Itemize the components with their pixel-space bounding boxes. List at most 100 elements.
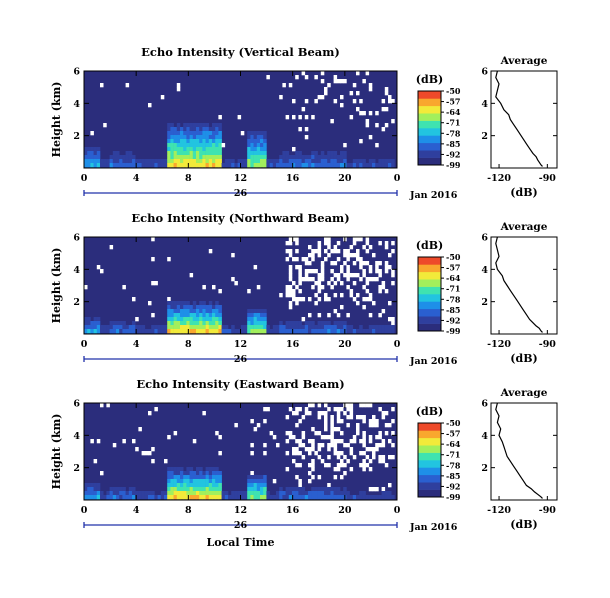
gap-cell	[388, 423, 392, 428]
heatmap-cell	[343, 325, 347, 330]
heatmap-cell	[122, 495, 126, 500]
heatmap-cell	[256, 309, 261, 314]
heatmap-cell	[160, 491, 165, 496]
colorbar-tick-label: -85	[446, 471, 460, 481]
colorbar-tick-label: -92	[446, 481, 460, 491]
gap-cell	[340, 451, 344, 456]
heatmap-cell	[119, 321, 123, 326]
gap-cell	[311, 249, 315, 254]
heatmap-cell	[170, 479, 174, 484]
gap-cell	[349, 253, 354, 258]
heatmap-cell	[362, 491, 366, 496]
gap-cell	[317, 297, 322, 302]
average-x-label: (dB)	[510, 186, 537, 199]
heatmap-cell	[128, 163, 133, 168]
heatmap-cell	[176, 313, 181, 318]
x-tick-label: 0	[394, 173, 401, 184]
gap-cell	[375, 277, 379, 282]
colorbar-swatch	[418, 135, 441, 144]
heatmap-cell	[141, 163, 146, 168]
heatmap-cell	[343, 155, 347, 160]
heatmap-cell	[84, 321, 88, 326]
gap-cell	[388, 317, 392, 322]
heatmap-cell	[215, 305, 219, 310]
gap-cell	[304, 75, 309, 80]
gap-cell	[298, 265, 302, 270]
date-label: Jan 2016	[409, 356, 458, 367]
gap-cell	[375, 447, 379, 452]
heatmap-cell	[247, 483, 251, 488]
gap-cell	[378, 241, 382, 246]
heatmap-cell	[391, 163, 395, 168]
gap-cell	[349, 411, 354, 416]
heatmap-cell	[212, 479, 216, 484]
gap-cell	[295, 463, 299, 468]
gap-cell	[384, 107, 389, 112]
gap-cell	[368, 297, 373, 302]
gap-cell	[372, 419, 376, 424]
heatmap-cell	[250, 491, 254, 496]
gap-cell	[285, 257, 290, 262]
gap-cell	[122, 285, 126, 290]
gap-cell	[320, 443, 325, 448]
gap-cell	[336, 463, 341, 468]
heatmap-cell	[196, 123, 200, 128]
heatmap-cell	[292, 495, 296, 500]
heatmap-cell	[324, 321, 328, 326]
heatmap-cell	[180, 491, 184, 496]
heatmap-cell	[202, 123, 206, 128]
heatmap-cell	[192, 143, 197, 148]
gap-cell	[288, 241, 293, 246]
heatmap-cell	[93, 495, 98, 500]
heatmap-cell	[212, 475, 216, 480]
gap-cell	[308, 313, 312, 318]
heatmap-cell	[125, 155, 130, 160]
heatmap-cell	[205, 151, 210, 156]
heatmap-cell	[320, 487, 325, 492]
heatmap-cell	[253, 483, 258, 488]
heatmap-cell	[346, 325, 350, 330]
heatmap-cell	[100, 159, 104, 164]
heatmap-cell	[196, 313, 200, 318]
heatmap-cell	[173, 475, 178, 480]
heatmap-cell	[180, 475, 184, 480]
heatmap-cell	[327, 155, 331, 160]
heatmap-cell	[199, 479, 203, 484]
gap-cell	[167, 257, 171, 262]
gap-cell	[352, 439, 357, 444]
heatmap-cell	[176, 305, 181, 310]
heatmap-cell	[352, 495, 357, 500]
heatmap-cell	[247, 313, 251, 318]
average-y-tick-label: 4	[481, 431, 488, 442]
heatmap-cell	[125, 495, 130, 500]
heatmap-cell	[170, 135, 174, 140]
y-tick-label: 2	[73, 463, 80, 474]
heatmap-cell	[189, 471, 194, 476]
heatmap-cell	[141, 329, 146, 334]
heatmap-cell	[170, 471, 174, 476]
gap-cell	[388, 483, 392, 488]
heatmap-cell	[215, 147, 219, 152]
gap-cell	[333, 309, 338, 314]
heatmap-cell	[202, 147, 206, 152]
heatmap-cell	[189, 309, 194, 314]
heatmap-cell	[157, 159, 162, 164]
x-axis-label: Local Time	[207, 536, 275, 549]
heatmap-cell	[375, 325, 379, 330]
colorbar-swatch	[418, 113, 441, 121]
heatmap-cell	[212, 155, 216, 160]
gap-cell	[330, 277, 334, 282]
heatmap-cell	[109, 329, 114, 334]
colorbar-swatch	[418, 257, 441, 265]
heatmap-cell	[365, 329, 370, 334]
heatmap-cell	[116, 329, 120, 334]
heatmap-cell	[218, 475, 222, 480]
heatmap-cell	[202, 131, 206, 136]
heatmap-cell	[266, 325, 270, 330]
heatmap-cell	[135, 329, 139, 334]
gap-cell	[349, 403, 354, 408]
gap-cell	[304, 277, 309, 282]
heatmap-cell	[253, 139, 258, 144]
gap-cell	[343, 471, 347, 476]
gap-cell	[266, 407, 270, 412]
